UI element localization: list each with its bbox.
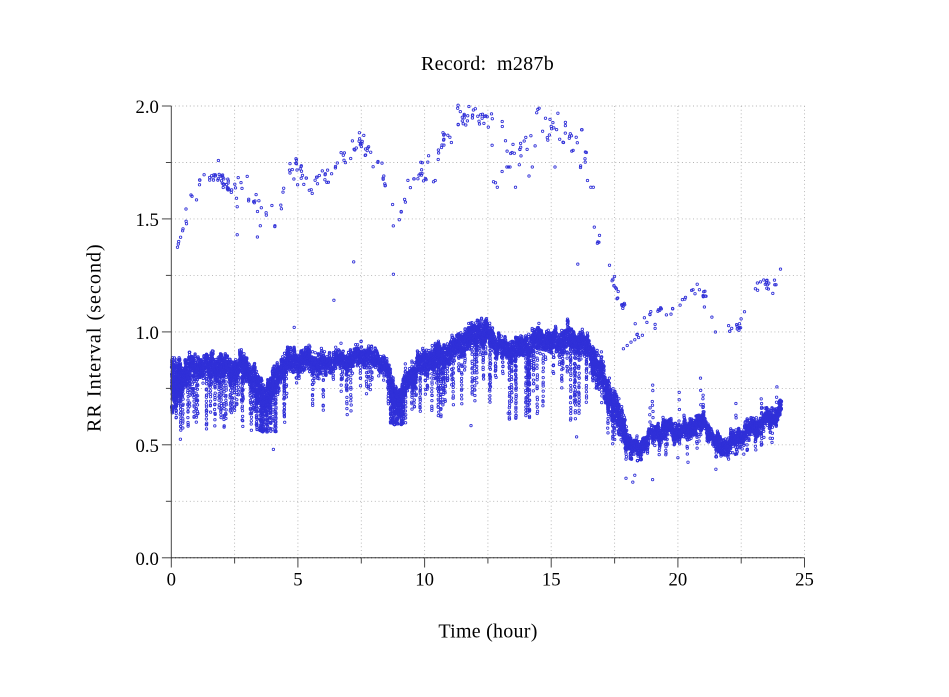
svg-text:15: 15 (542, 569, 561, 590)
svg-text:0.5: 0.5 (136, 436, 159, 457)
svg-text:Time (hour): Time (hour) (438, 620, 537, 642)
svg-text:5: 5 (293, 569, 302, 590)
svg-text:25: 25 (795, 569, 814, 590)
svg-text:1.0: 1.0 (136, 323, 159, 344)
svg-text:RR Interval (second): RR Interval (second) (83, 243, 105, 432)
svg-text:20: 20 (669, 569, 688, 590)
svg-text:0: 0 (167, 569, 176, 590)
svg-text:10: 10 (415, 569, 434, 590)
svg-text:0.0: 0.0 (136, 549, 159, 570)
svg-text:2.0: 2.0 (136, 97, 159, 118)
svg-text:1.5: 1.5 (136, 210, 159, 231)
svg-text:Record: m287b: Record: m287b (421, 53, 554, 75)
